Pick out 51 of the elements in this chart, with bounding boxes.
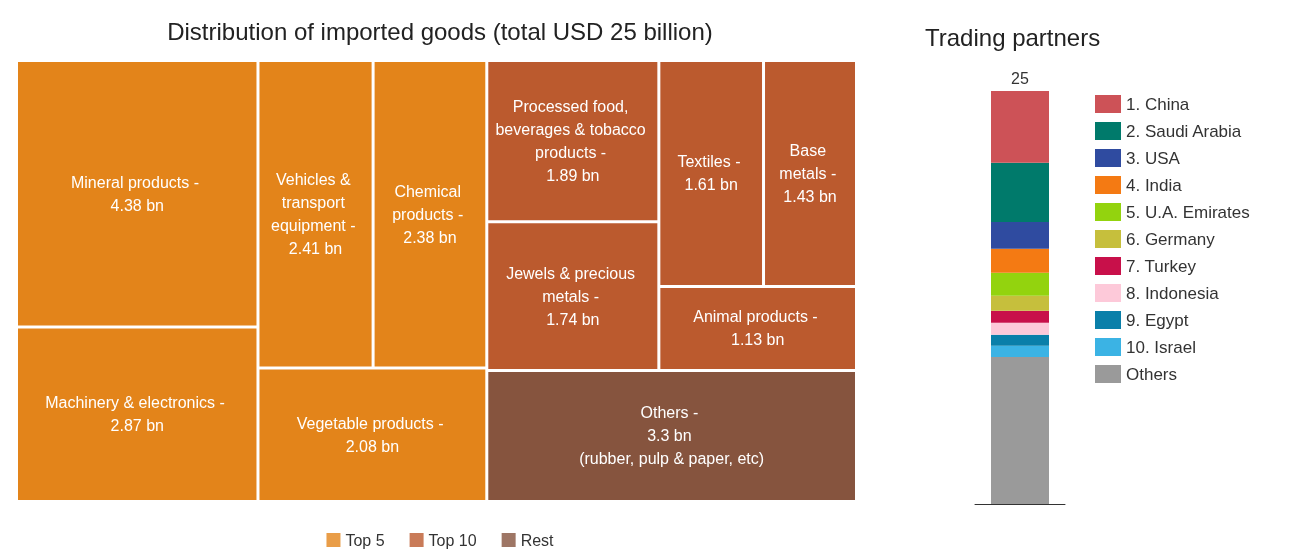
bar — [991, 310, 1049, 323]
data-label: 1.43 bn — [783, 187, 837, 205]
data-label: 2.41 bn — [288, 240, 343, 258]
bar — [991, 322, 1049, 335]
category-label: Chemical products - — [392, 182, 468, 223]
category-label: Vehicles & transport equipment - — [271, 171, 361, 235]
bar — [991, 272, 1049, 296]
data-label: 1.74 bn — [546, 310, 600, 328]
category-label: Base metals - — [779, 141, 841, 182]
legend-label: 4. India — [1126, 175, 1183, 195]
data-label: 1.89 bn — [546, 167, 600, 185]
legend-label: Rest — [520, 531, 555, 549]
category-label: Textiles - — [677, 153, 745, 171]
legend-label: 10. Israel — [1126, 337, 1196, 357]
data-label: 4.38 bn — [110, 196, 164, 214]
legend-label: 7. Turkey — [1126, 256, 1197, 276]
legend-label: 1. China — [1126, 94, 1190, 114]
data-label: 2.87 bn — [110, 417, 164, 435]
legend-label: Others — [1126, 364, 1178, 384]
category-label: Animal products - — [693, 308, 823, 326]
bar — [991, 162, 1049, 222]
bar — [991, 295, 1049, 311]
data-label: 2.08 bn — [345, 437, 400, 455]
legend-label: Top 10 — [428, 531, 477, 549]
category-label: Jewels & precious metals - — [506, 264, 640, 305]
bar — [991, 221, 1049, 249]
bar — [991, 356, 1049, 504]
category-label: Machinery & electronics - — [45, 394, 230, 412]
legend-label: 9. Egypt — [1126, 310, 1189, 330]
bar — [991, 334, 1049, 346]
bar — [991, 91, 1049, 163]
text: 25 — [1011, 69, 1029, 87]
data-label: 2.38 bn — [403, 228, 457, 246]
legend-label: 5. U.A. Emirates — [1126, 202, 1250, 222]
category-label: Vegetable products - — [296, 414, 448, 432]
category-label: Processed food, beverages & tobacco products - — [495, 98, 651, 162]
category-label: Others - — [640, 404, 703, 422]
bar — [991, 248, 1049, 273]
legend-label: 3. USA — [1126, 148, 1181, 168]
legend-label: 2. Saudi Arabia — [1126, 121, 1242, 141]
text: Distribution of imported goods (total USD 25 billion) — [167, 17, 713, 45]
data-label: 1.13 bn — [730, 331, 785, 349]
data-label: 1.61 bn — [684, 176, 738, 194]
legend-label: Top 5 — [345, 531, 385, 549]
chart-title: Trading partners — [925, 23, 1101, 51]
data-label: 3.3 bn — [647, 427, 697, 445]
legend-label: 6. Germany — [1126, 229, 1216, 249]
text: (rubber, pulp & paper, etc) — [579, 450, 765, 468]
legend-label: 8. Indonesia — [1126, 283, 1220, 303]
bar — [991, 345, 1049, 357]
category-label: Mineral products - — [70, 173, 204, 191]
